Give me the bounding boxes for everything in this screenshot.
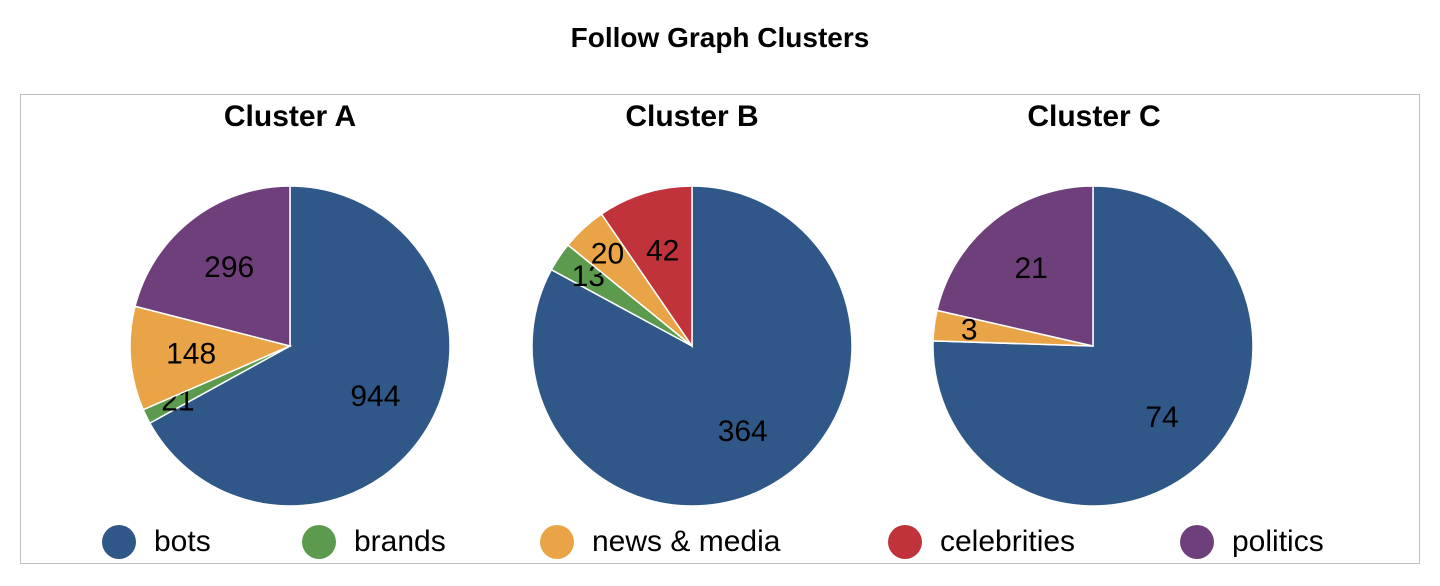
pie-cluster-c: 74 3 21 — [932, 185, 1254, 507]
legend-item-bots: bots — [102, 522, 211, 562]
legend-label-news-media: news & media — [592, 525, 781, 558]
legend-swatch-celebrities — [888, 525, 922, 559]
pie-slice-cluster-c-politics — [936, 185, 1094, 347]
pie-slice-cluster-a-politics — [134, 185, 291, 347]
data-label-cluster-a-politics: 296 — [204, 251, 254, 284]
data-label-cluster-c-politics: 21 — [1014, 252, 1047, 285]
pie-slice-cluster-a-bots — [148, 185, 451, 507]
data-label-cluster-c-news-media: 3 — [961, 314, 978, 347]
pie-title-cluster-b: Cluster B — [625, 100, 759, 133]
data-label-cluster-b-celebrities: 42 — [646, 235, 679, 268]
legend-swatch-news-media — [540, 525, 574, 559]
legend-label-bots: bots — [154, 525, 211, 558]
data-label-cluster-b-bots: 364 — [718, 415, 768, 448]
pie-slice-cluster-a-news-media — [129, 305, 293, 411]
legend-label-celebrities: celebrities — [940, 525, 1076, 558]
legend-swatch-politics — [1180, 525, 1214, 559]
legend-label-politics: politics — [1232, 525, 1324, 558]
legend-label-brands: brands — [354, 525, 446, 558]
data-label-cluster-a-bots: 944 — [350, 380, 400, 413]
data-label-cluster-c-bots: 74 — [1145, 401, 1178, 434]
chart-title: Follow Graph Clusters — [570, 22, 870, 53]
legend-item-politics: politics — [1180, 522, 1324, 562]
legend-item-news-media: news & media — [540, 522, 780, 562]
pie-slice-cluster-b-celebrities — [600, 185, 693, 349]
legend-swatch-brands — [302, 525, 336, 559]
legend-swatch-bots — [102, 525, 136, 559]
pie-title-cluster-c: Cluster C — [1027, 100, 1161, 133]
legend-item-celebrities: celebrities — [888, 522, 1075, 562]
legend-item-brands: brands — [302, 522, 446, 562]
pie-title-cluster-a: Cluster A — [223, 100, 357, 133]
data-label-cluster-a-news-media: 148 — [166, 337, 216, 370]
data-label-cluster-b-news-media: 20 — [591, 238, 624, 271]
